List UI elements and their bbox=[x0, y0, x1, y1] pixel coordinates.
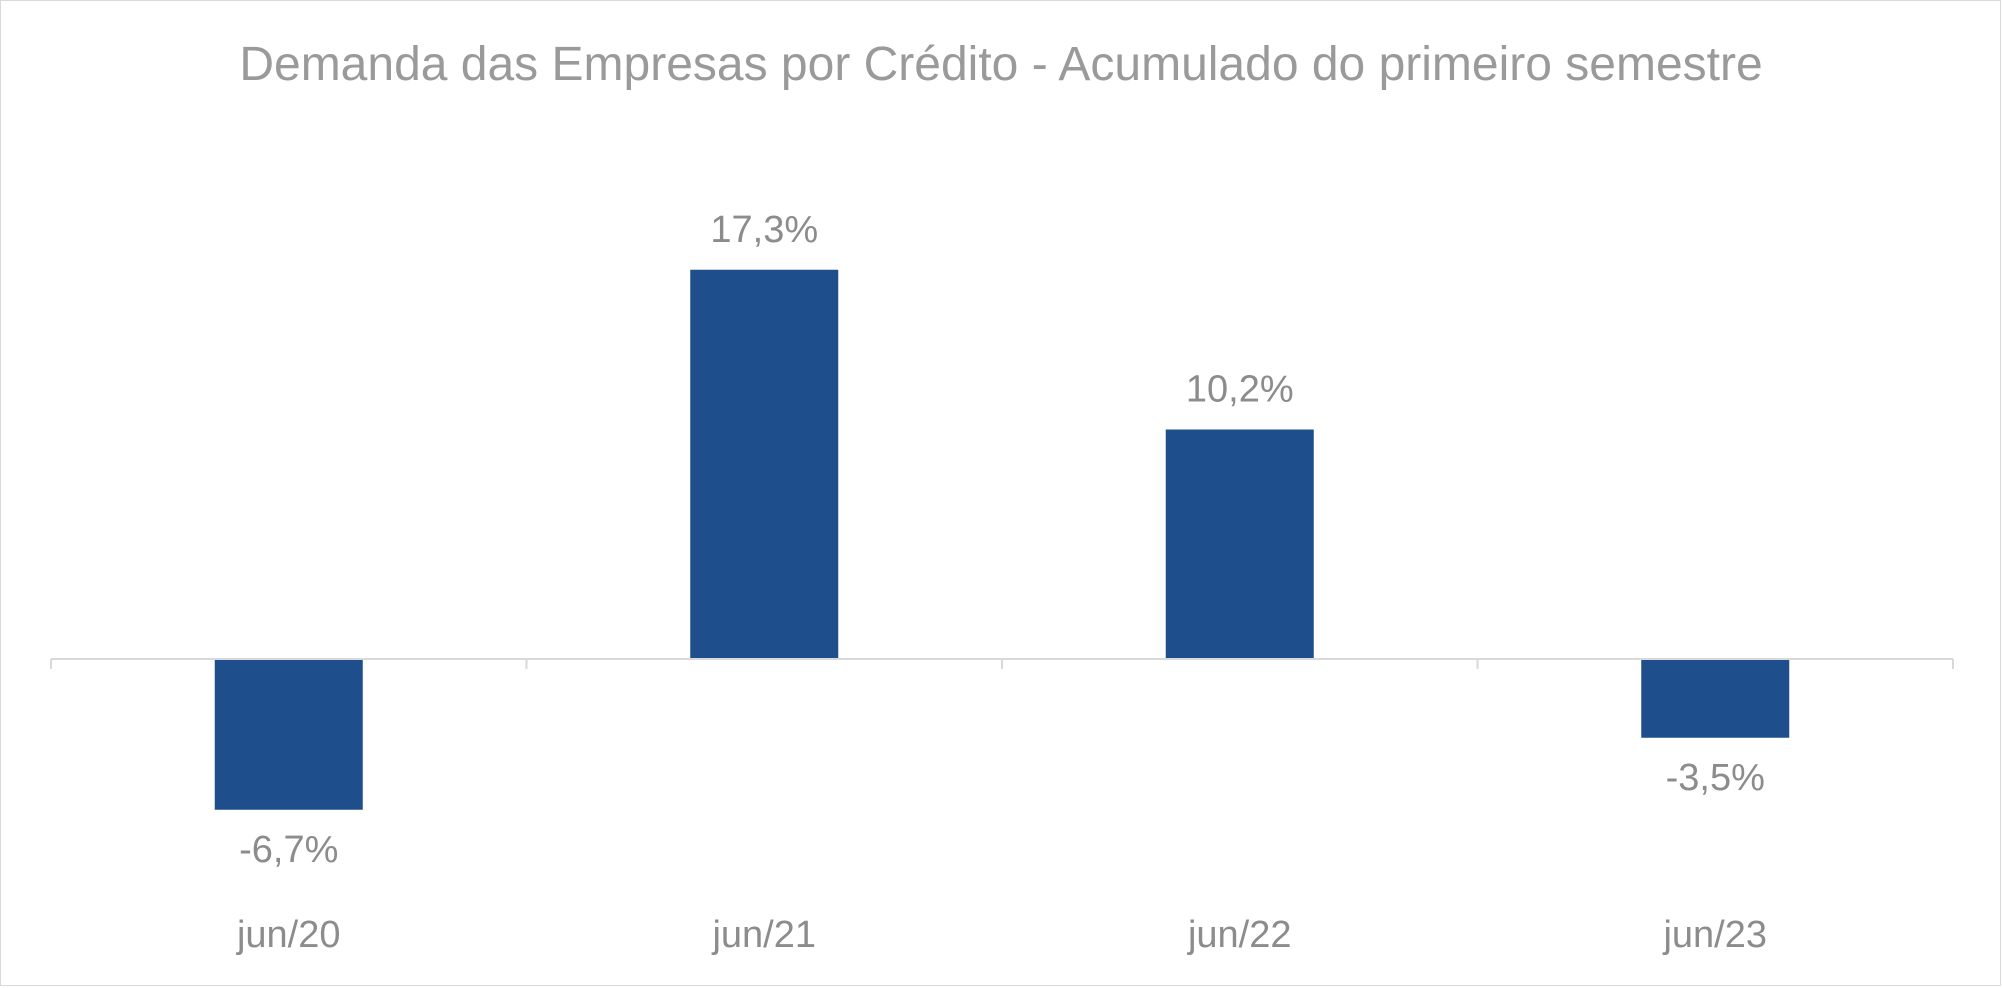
x-tick-label: jun/22 bbox=[1187, 914, 1292, 956]
chart-title: Demanda das Empresas por Crédito - Acumu… bbox=[239, 38, 1763, 91]
x-tick-label: jun/20 bbox=[236, 914, 341, 956]
data-label: -6,7% bbox=[239, 829, 338, 871]
data-label: 17,3% bbox=[710, 209, 818, 251]
bars-layer bbox=[214, 269, 1790, 810]
bar-jun-22 bbox=[1165, 429, 1314, 659]
x-tick-label: jun/23 bbox=[1662, 914, 1767, 956]
data-label: -3,5% bbox=[1666, 757, 1765, 799]
x-axis bbox=[50, 658, 1954, 669]
x-tick-label: jun/21 bbox=[711, 914, 816, 956]
bar-jun-20 bbox=[214, 659, 363, 810]
data-label: 10,2% bbox=[1186, 369, 1294, 411]
bar-jun-23 bbox=[1641, 659, 1790, 738]
bar-jun-21 bbox=[690, 269, 839, 659]
category-labels-layer: jun/20 jun/21 jun/22 jun/23 bbox=[236, 914, 1767, 956]
data-labels-layer: -6,7% 17,3% 10,2% -3,5% bbox=[239, 209, 1765, 871]
